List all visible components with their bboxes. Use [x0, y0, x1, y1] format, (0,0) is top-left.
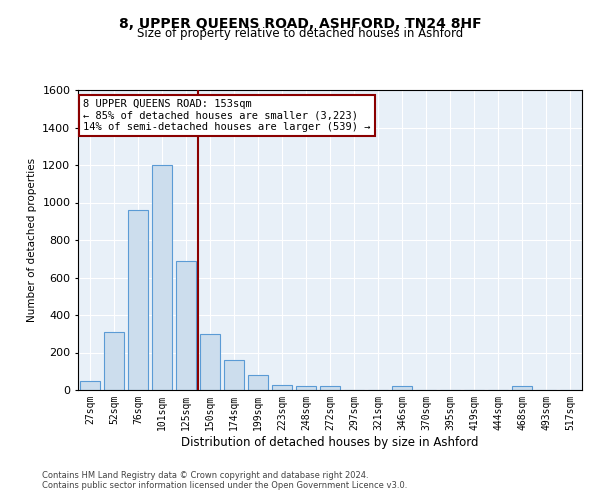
Bar [296, 386, 316, 390]
Bar [176, 260, 196, 390]
Bar [272, 386, 292, 390]
Bar [224, 360, 244, 390]
Text: 8, UPPER QUEENS ROAD, ASHFORD, TN24 8HF: 8, UPPER QUEENS ROAD, ASHFORD, TN24 8HF [119, 18, 481, 32]
Bar [152, 165, 172, 390]
Text: Contains public sector information licensed under the Open Government Licence v3: Contains public sector information licen… [42, 480, 407, 490]
Bar [512, 386, 532, 390]
Text: Size of property relative to detached houses in Ashford: Size of property relative to detached ho… [137, 28, 463, 40]
X-axis label: Distribution of detached houses by size in Ashford: Distribution of detached houses by size … [181, 436, 479, 448]
Text: 8 UPPER QUEENS ROAD: 153sqm
← 85% of detached houses are smaller (3,223)
14% of : 8 UPPER QUEENS ROAD: 153sqm ← 85% of det… [83, 99, 371, 132]
Bar [392, 386, 412, 390]
Bar [104, 332, 124, 390]
Bar [80, 380, 100, 390]
Y-axis label: Number of detached properties: Number of detached properties [26, 158, 37, 322]
Text: Contains HM Land Registry data © Crown copyright and database right 2024.: Contains HM Land Registry data © Crown c… [42, 470, 368, 480]
Bar [200, 334, 220, 390]
Bar [248, 375, 268, 390]
Bar [128, 210, 148, 390]
Bar [320, 386, 340, 390]
